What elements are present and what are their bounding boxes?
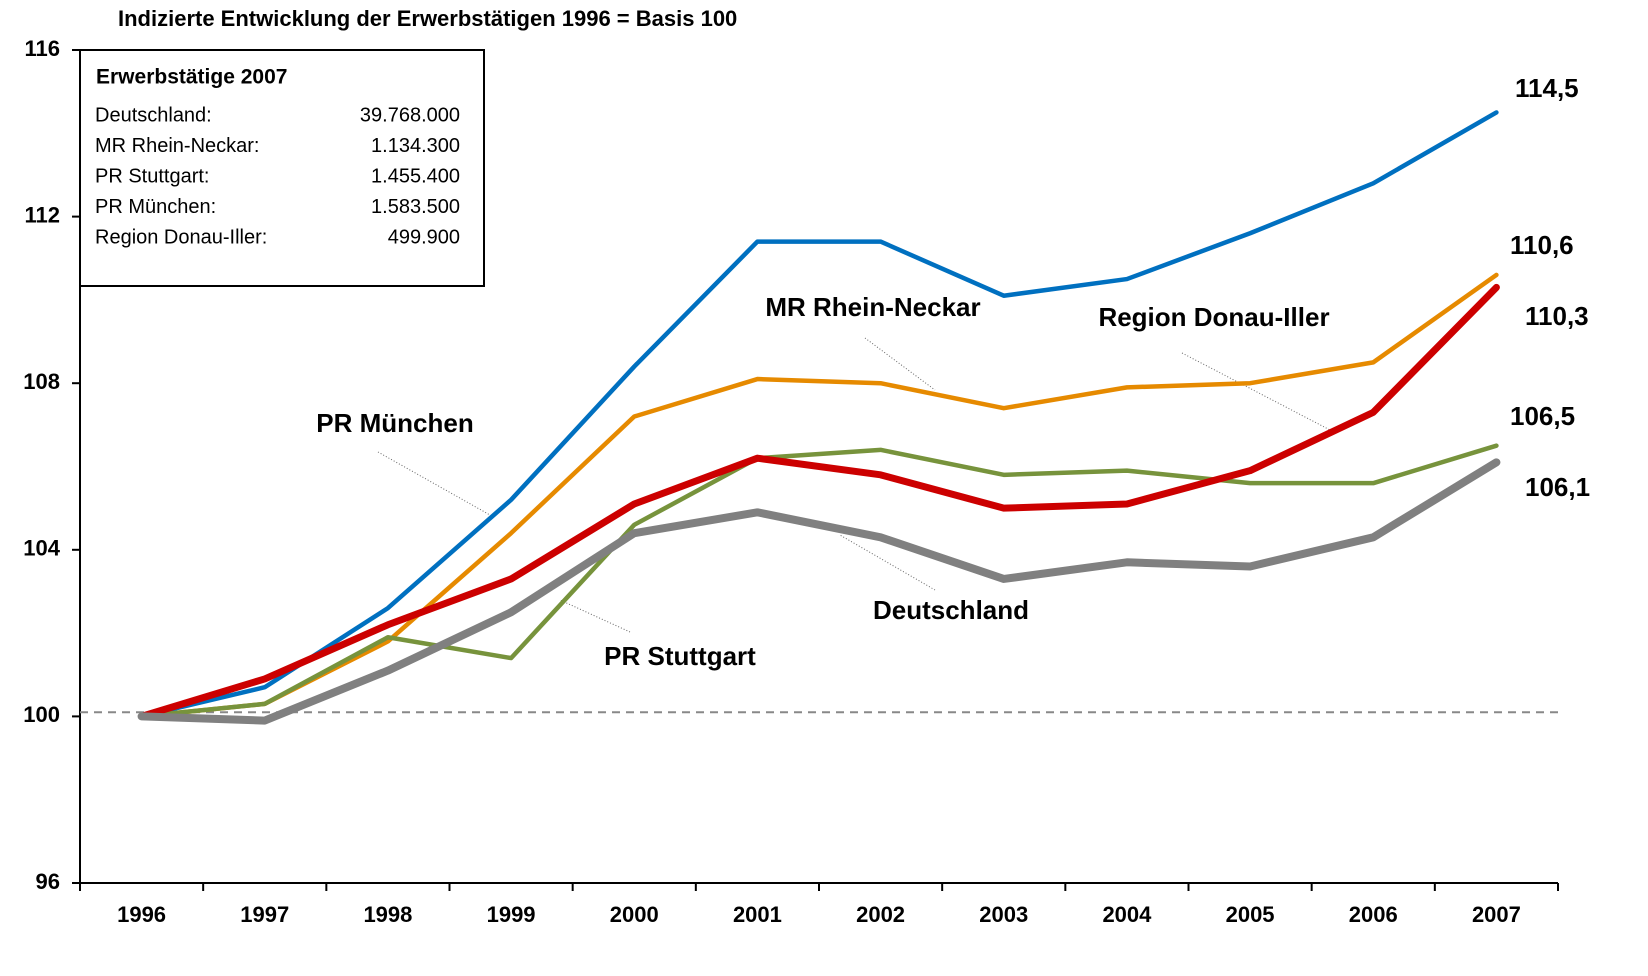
series-line bbox=[138, 283, 1500, 720]
series-line bbox=[139, 272, 1499, 719]
x-tick-label: 2002 bbox=[856, 902, 905, 927]
data-label: 114,5 bbox=[1515, 73, 1579, 103]
x-tick-label: 2006 bbox=[1349, 902, 1398, 927]
inset-value: 1.134.300 bbox=[371, 135, 460, 157]
x-tick-label: 1998 bbox=[363, 902, 412, 927]
inset-box bbox=[79, 49, 485, 287]
x-tick-label: 1997 bbox=[240, 902, 289, 927]
leader-line bbox=[839, 534, 936, 591]
y-tick-label: 96 bbox=[36, 869, 60, 894]
x-tick-label: 2000 bbox=[610, 902, 659, 927]
data-label: 106,1 bbox=[1525, 472, 1590, 502]
inset-name: MR Rhein-Neckar: bbox=[95, 135, 259, 157]
data-label: 110,6 bbox=[1510, 230, 1574, 260]
leader-line bbox=[1181, 352, 1331, 431]
inset-name: PR München: bbox=[95, 196, 216, 218]
inset-value: 499.900 bbox=[388, 226, 460, 248]
chart-title: Indizierte Entwicklung der Erwerbstätige… bbox=[118, 6, 737, 31]
x-tick-label: 1996 bbox=[117, 902, 166, 927]
leader-line bbox=[559, 599, 631, 633]
x-tick-label: 2005 bbox=[1226, 902, 1275, 927]
series-label: PR München bbox=[316, 408, 473, 438]
inset-name: PR Stuttgart: bbox=[95, 165, 210, 187]
leader-line bbox=[377, 451, 491, 516]
x-tick-label: 1999 bbox=[487, 902, 536, 927]
y-tick-label: 104 bbox=[23, 536, 60, 561]
y-tick-label: 100 bbox=[23, 702, 60, 727]
inset-value: 1.455.400 bbox=[371, 165, 460, 187]
series-line bbox=[137, 458, 1501, 725]
x-tick-label: 2001 bbox=[733, 902, 782, 927]
inset-title: Erwerbstätige 2007 bbox=[96, 66, 287, 89]
inset-name: Deutschland: bbox=[95, 104, 212, 126]
x-tick-label: 2003 bbox=[979, 902, 1028, 927]
x-tick-label: 2007 bbox=[1472, 902, 1521, 927]
data-label: 106,5 bbox=[1510, 401, 1575, 431]
series-label: Deutschland bbox=[873, 595, 1029, 625]
y-tick-label: 112 bbox=[25, 202, 61, 227]
y-tick-label: 116 bbox=[25, 36, 61, 61]
inset-value: 1.583.500 bbox=[371, 196, 460, 218]
series-line bbox=[139, 443, 1499, 719]
inset-value: 39.768.000 bbox=[360, 104, 460, 126]
leader-line bbox=[864, 337, 936, 391]
x-tick-label: 2004 bbox=[1102, 902, 1152, 927]
data-label: 110,3 bbox=[1525, 301, 1589, 331]
y-tick-label: 108 bbox=[23, 369, 60, 394]
series-label: PR Stuttgart bbox=[604, 641, 756, 671]
inset-name: Region Donau-Iller: bbox=[95, 226, 267, 248]
series-line bbox=[139, 110, 1499, 719]
series-label: Region Donau-Iller bbox=[1098, 302, 1329, 332]
series-label: MR Rhein-Neckar bbox=[765, 292, 980, 322]
